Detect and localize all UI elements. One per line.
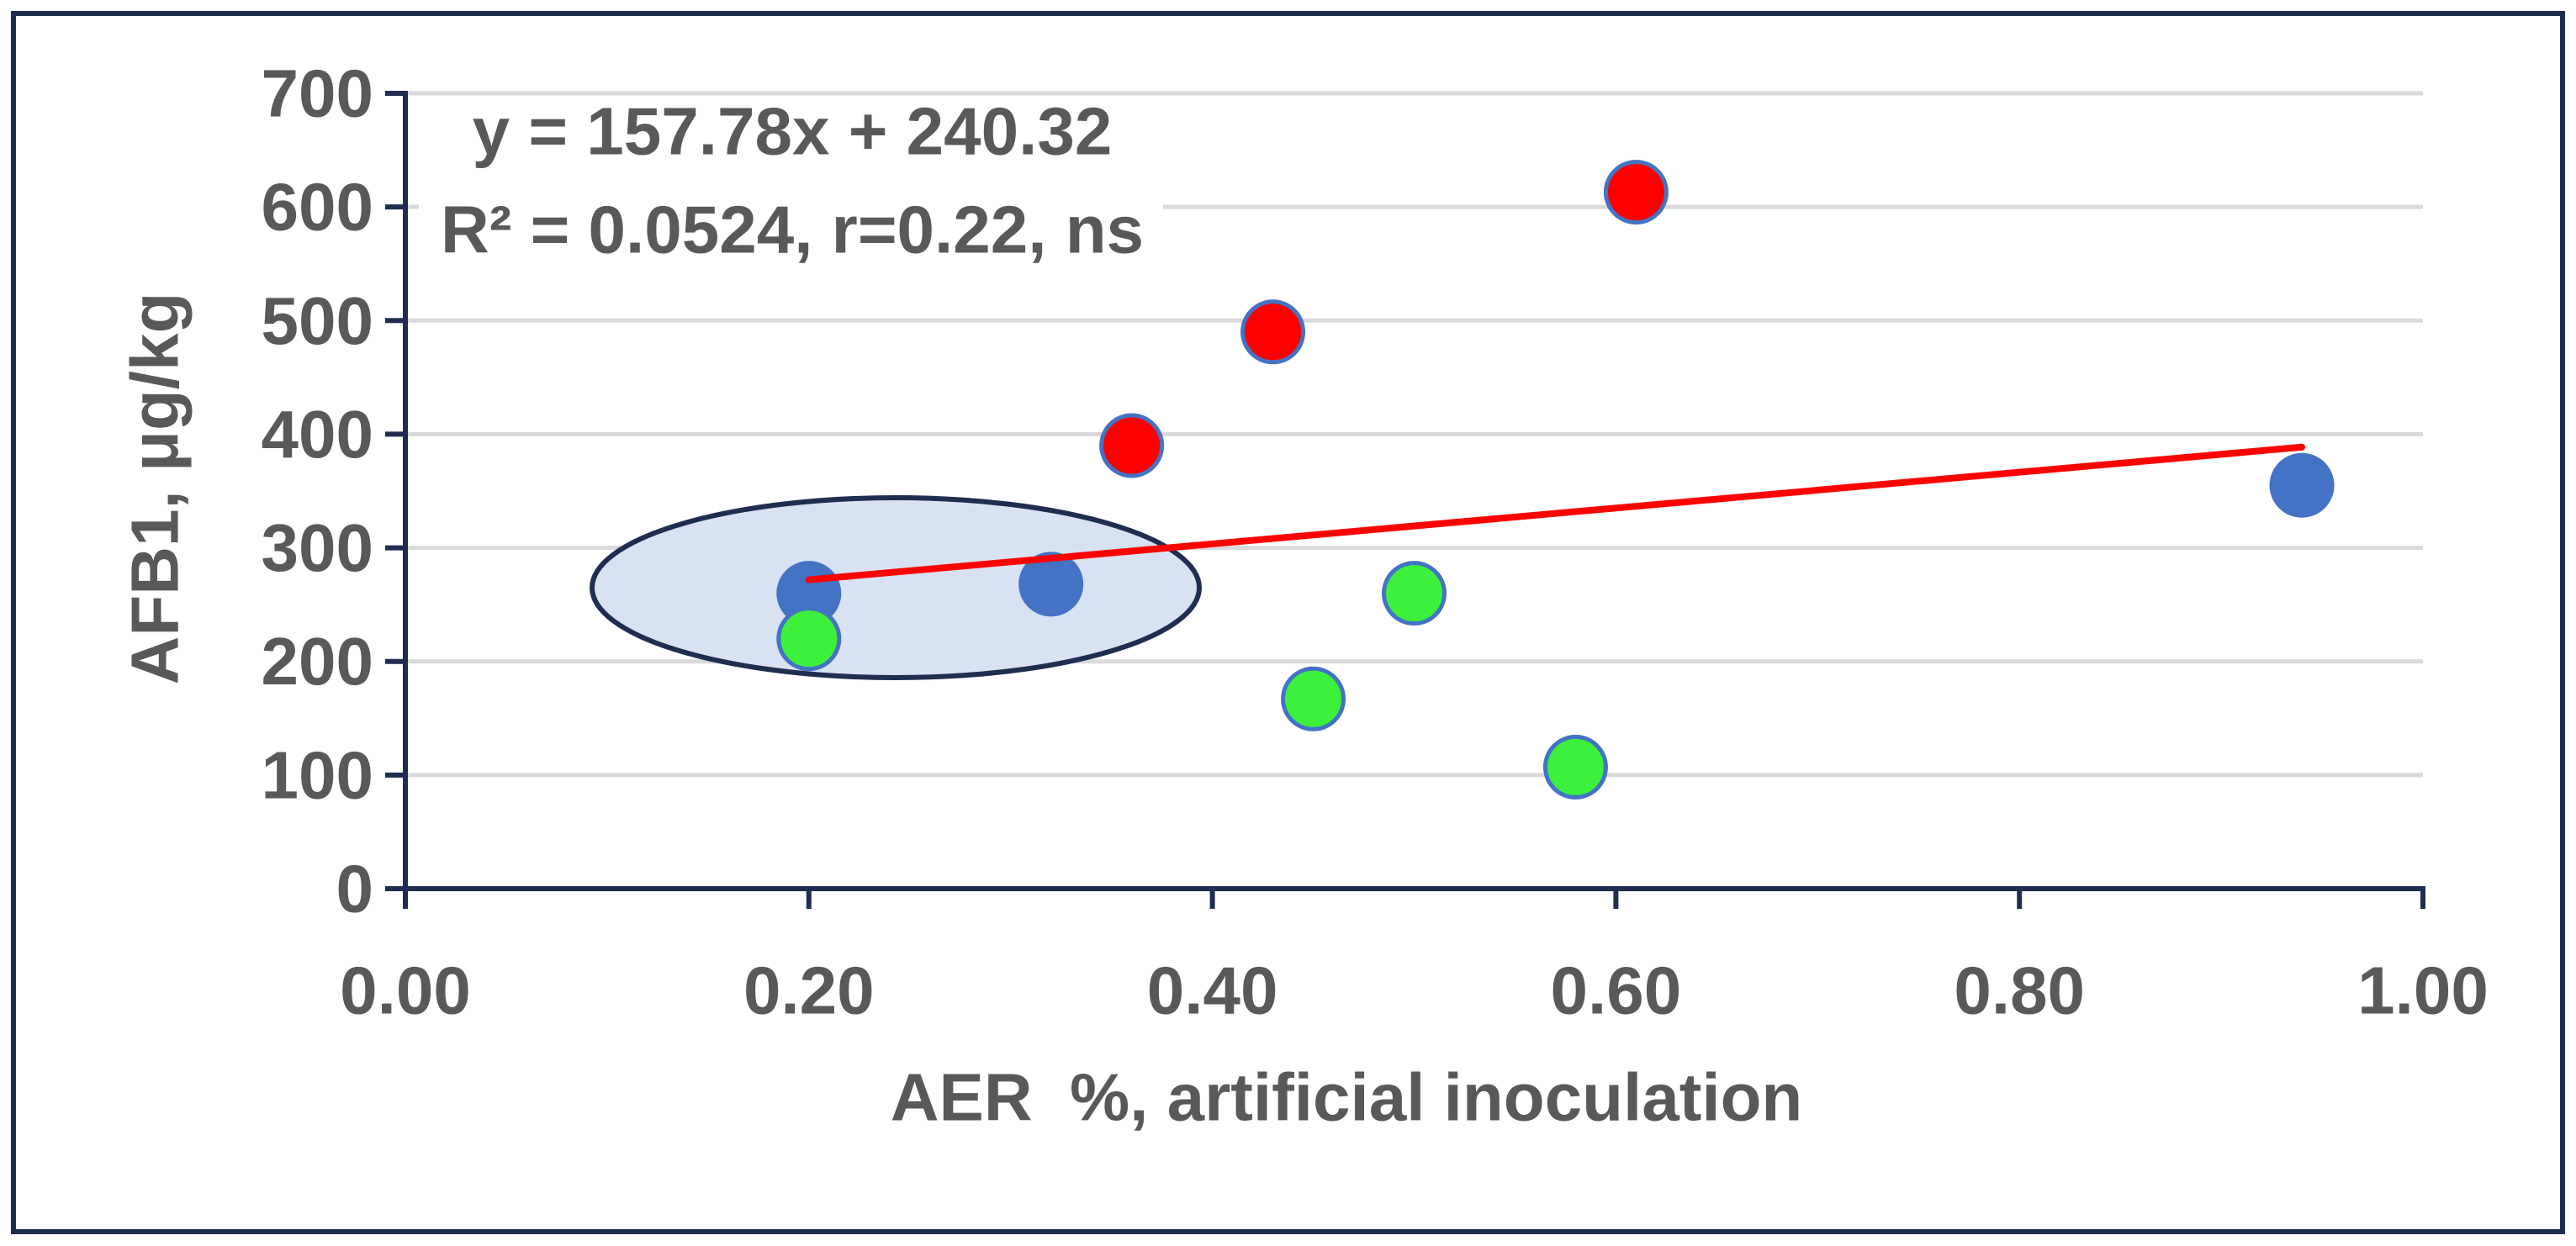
scatter-point — [776, 606, 842, 672]
scatter-point — [1382, 561, 1447, 626]
scatter-point — [2269, 452, 2335, 518]
x-tick-label: 1.00 — [2357, 953, 2489, 1028]
scatter-point — [1018, 552, 1084, 617]
chart-frame — [11, 11, 2565, 1234]
trendline-layer — [805, 443, 2306, 583]
axes — [385, 91, 2425, 909]
tick-labels: 0 100 200 300 400 500 600 700 0.00 0.20 0.40 0.60 0.… — [262, 56, 2489, 1028]
y-tick-label: 500 — [262, 283, 373, 358]
y-tick-label: 100 — [262, 737, 373, 812]
x-tick-label: 0.60 — [1551, 953, 1682, 1028]
trendline — [805, 443, 2306, 583]
y-tick-label: 300 — [262, 510, 373, 585]
x-axis-title: AER %, artificial inoculation — [891, 1060, 1803, 1135]
x-tick-label: 0.00 — [340, 953, 471, 1028]
x-tick-label: 0.20 — [743, 953, 875, 1028]
scatter-point — [1542, 734, 1608, 800]
trendline-stats: R² = 0.0524, r=0.22, ns — [441, 193, 1144, 267]
trendline-equation: y = 157.78x + 240.32 — [473, 94, 1113, 169]
y-tick-label: 600 — [262, 170, 373, 245]
scatter-points — [776, 160, 2335, 800]
scatter-point — [1240, 299, 1306, 365]
y-tick-label: 200 — [262, 624, 373, 699]
scatter-point — [1099, 413, 1165, 478]
y-axis-title: AFB1, μg/kg — [118, 293, 193, 685]
scatter-point — [1281, 666, 1346, 731]
scatter-point — [1603, 160, 1669, 225]
trendline-label-box — [419, 103, 1163, 262]
highlight-ellipse — [590, 495, 1202, 680]
y-tick-label: 0 — [336, 852, 374, 927]
y-tick-label: 700 — [262, 56, 373, 131]
x-tick-label: 0.80 — [1954, 953, 2085, 1028]
x-tick-label: 0.40 — [1147, 953, 1278, 1028]
y-tick-label: 400 — [262, 397, 373, 472]
